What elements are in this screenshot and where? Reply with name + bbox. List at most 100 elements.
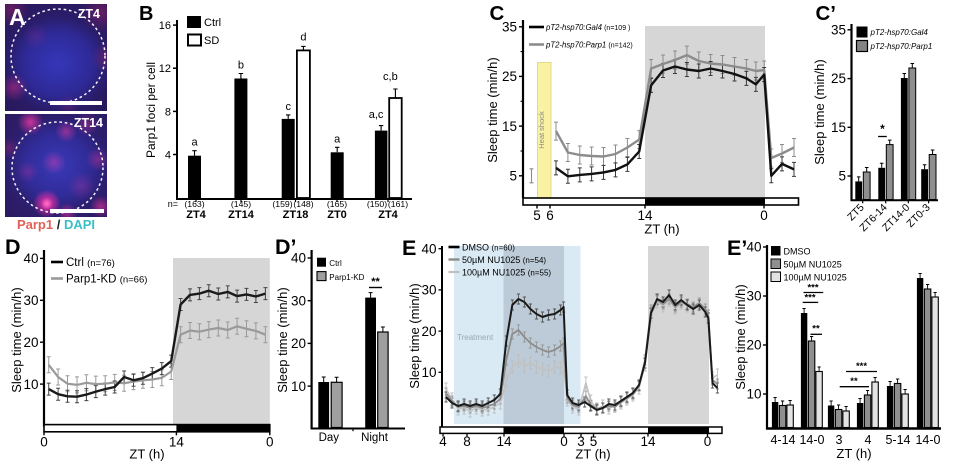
- svg-text:25: 25: [502, 69, 517, 84]
- svg-text:**: **: [371, 276, 380, 288]
- svg-text:pT2-hsp70:Gal4 (n=109 ): pT2-hsp70:Gal4 (n=109 ): [545, 23, 630, 32]
- svg-text:a: a: [334, 133, 341, 145]
- svg-text:14: 14: [169, 435, 185, 450]
- svg-text:Night: Night: [361, 432, 389, 444]
- svg-text:35: 35: [502, 19, 517, 34]
- svg-text:Treatment: Treatment: [457, 333, 494, 342]
- svg-text:E’: E’: [727, 236, 747, 260]
- svg-text:SD: SD: [204, 35, 219, 47]
- svg-text:a,c: a,c: [369, 109, 384, 121]
- svg-text:n=: n=: [168, 199, 178, 209]
- svg-text:D: D: [5, 235, 21, 259]
- svg-text:35: 35: [831, 22, 846, 37]
- svg-text:Sleep time (min/h): Sleep time (min/h): [275, 287, 290, 392]
- svg-text:14: 14: [496, 434, 512, 449]
- svg-text:20: 20: [746, 338, 761, 353]
- svg-text:20: 20: [421, 324, 436, 339]
- svg-text:20: 20: [291, 336, 306, 351]
- svg-text:0: 0: [560, 434, 568, 449]
- svg-text:10: 10: [291, 379, 306, 394]
- svg-text:(145): (145): [231, 199, 251, 209]
- svg-text:50µM NU1025: 50µM NU1025: [784, 260, 842, 270]
- svg-text:15: 15: [831, 120, 846, 135]
- svg-text:4-14: 4-14: [770, 433, 795, 447]
- svg-text:40: 40: [291, 251, 306, 266]
- svg-text:(150): (150): [367, 199, 387, 209]
- svg-text:5: 5: [838, 169, 846, 184]
- svg-text:30: 30: [291, 293, 306, 308]
- svg-text:c: c: [285, 101, 291, 113]
- svg-text:DMSO (n=60): DMSO (n=60): [462, 243, 515, 253]
- svg-text:ZT (h): ZT (h): [644, 222, 679, 237]
- svg-text:ZT4: ZT4: [186, 209, 206, 221]
- svg-text:4: 4: [165, 150, 171, 162]
- svg-text:6: 6: [546, 208, 554, 223]
- svg-text:pT2-hsp70:Gal4: pT2-hsp70:Gal4: [870, 28, 929, 37]
- svg-text:4: 4: [439, 434, 447, 449]
- svg-text:ZT (h): ZT (h): [836, 446, 871, 461]
- svg-text:5: 5: [533, 208, 541, 223]
- svg-text:pT2-hsp70:Parp1: pT2-hsp70:Parp1: [870, 42, 933, 51]
- svg-text:a: a: [191, 137, 198, 149]
- svg-text:10: 10: [746, 387, 761, 402]
- svg-text:**: **: [812, 324, 820, 335]
- svg-text:Ctrl: Ctrl: [204, 17, 221, 29]
- svg-text:3: 3: [836, 433, 843, 447]
- svg-text:Sleep time (min/h): Sleep time (min/h): [733, 284, 748, 389]
- svg-text:DMSO: DMSO: [784, 247, 811, 257]
- svg-text:C’: C’: [816, 2, 837, 25]
- svg-text:C: C: [490, 2, 505, 25]
- svg-text:10: 10: [421, 365, 436, 380]
- svg-text:***: ***: [804, 292, 815, 303]
- svg-text:Ctrl (n=76): Ctrl (n=76): [66, 257, 115, 269]
- svg-text:pT2-hsp70:Parp1 (n=142): pT2-hsp70:Parp1 (n=142): [545, 41, 633, 50]
- svg-text:d: d: [300, 31, 306, 43]
- svg-text:ZT (h): ZT (h): [575, 447, 610, 461]
- svg-text:ZT0: ZT0: [327, 209, 347, 221]
- svg-text:8: 8: [165, 106, 171, 118]
- svg-text:5: 5: [590, 434, 598, 449]
- svg-text:***: ***: [807, 283, 818, 294]
- svg-text:Parp1-KD: Parp1-KD: [329, 273, 364, 282]
- svg-text:Parp1 foci per cell: Parp1 foci per cell: [144, 62, 158, 158]
- svg-text:14: 14: [640, 434, 656, 449]
- svg-text:Day: Day: [319, 432, 340, 444]
- svg-text:D’: D’: [275, 235, 297, 259]
- svg-text:5: 5: [509, 169, 517, 184]
- svg-text:50µM NU1025 (n=54): 50µM NU1025 (n=54): [462, 255, 546, 265]
- svg-text:30: 30: [746, 289, 761, 304]
- svg-text:0: 0: [40, 435, 48, 450]
- svg-text:Ctrl: Ctrl: [329, 259, 342, 268]
- svg-text:14-0: 14-0: [799, 433, 824, 447]
- svg-text:30: 30: [421, 283, 436, 298]
- svg-text:Sleep time (min/h): Sleep time (min/h): [407, 283, 422, 388]
- svg-text:***: ***: [856, 361, 867, 372]
- svg-text:Sleep time (min/h): Sleep time (min/h): [485, 57, 500, 162]
- svg-text:12: 12: [159, 63, 171, 75]
- svg-text:14: 14: [637, 208, 653, 223]
- svg-text:c,b: c,b: [383, 71, 398, 83]
- svg-text:(163): (163): [184, 199, 204, 209]
- svg-text:100µM NU1025 (n=55): 100µM NU1025 (n=55): [462, 268, 551, 278]
- svg-text:ZT4: ZT4: [378, 209, 398, 221]
- svg-text:0: 0: [704, 434, 712, 449]
- svg-text:(165): (165): [327, 199, 347, 209]
- svg-text:40: 40: [421, 241, 436, 256]
- svg-text:40: 40: [746, 240, 761, 255]
- svg-text:3: 3: [577, 434, 585, 449]
- svg-text:4: 4: [865, 433, 872, 447]
- svg-text:20: 20: [23, 335, 38, 350]
- svg-text:(159): (159): [272, 199, 292, 209]
- svg-text:Sleep time (min/h): Sleep time (min/h): [812, 59, 827, 164]
- svg-text:16: 16: [159, 20, 171, 32]
- svg-text:ZT (h): ZT (h): [129, 447, 164, 461]
- svg-text:10: 10: [23, 377, 38, 392]
- svg-text:b: b: [238, 60, 244, 72]
- svg-text:E: E: [402, 236, 416, 260]
- svg-text:Heat shock: Heat shock: [537, 111, 546, 149]
- svg-text:ZT0-3: ZT0-3: [904, 202, 932, 230]
- svg-text:B: B: [139, 3, 153, 25]
- svg-text:25: 25: [831, 71, 846, 86]
- svg-text:*: *: [880, 122, 885, 136]
- svg-text:(148): (148): [293, 199, 313, 209]
